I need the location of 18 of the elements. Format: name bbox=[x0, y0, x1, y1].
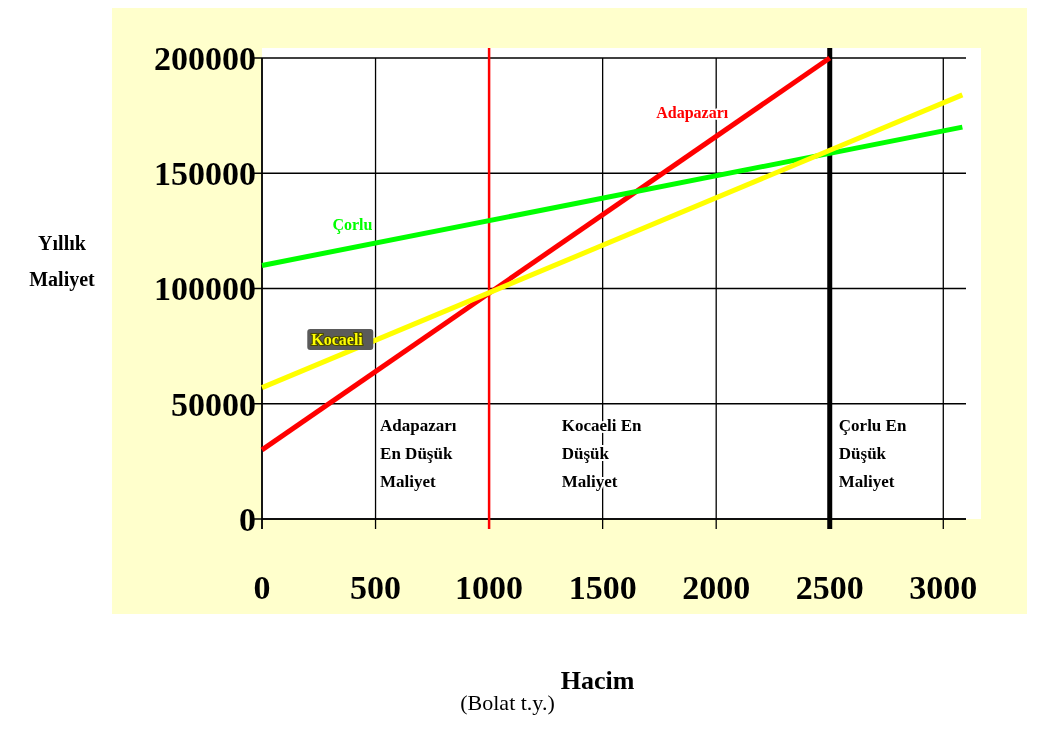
x-tick-label: 500 bbox=[350, 569, 402, 606]
x-tick-label: 2500 bbox=[795, 569, 864, 606]
x-tick-label: 2000 bbox=[682, 569, 751, 606]
x-tick-label: 1000 bbox=[455, 569, 524, 606]
x-tick-label: 3000 bbox=[909, 569, 978, 606]
y-tick-label: 200000 bbox=[154, 39, 256, 77]
annotation: Adapazarı En Düşük Maliyet bbox=[380, 416, 457, 492]
y-tick-label: 50000 bbox=[171, 385, 256, 423]
text: (Bolat t.y.) bbox=[460, 690, 555, 715]
y-tick-label: 150000 bbox=[154, 155, 256, 193]
annotation: Çorlu En Düşük Maliyet bbox=[838, 416, 907, 492]
y-tick-label: 0 bbox=[239, 500, 256, 538]
series-label: Kocaeli bbox=[311, 331, 364, 349]
x-axis-title: Hacim bbox=[560, 666, 635, 695]
series-label: Çorlu bbox=[332, 215, 373, 234]
x-tick-label: 1500 bbox=[568, 569, 637, 606]
y-axis-title: Yıllık Maliyet bbox=[29, 232, 96, 291]
y-tick-label: 100000 bbox=[154, 270, 256, 308]
